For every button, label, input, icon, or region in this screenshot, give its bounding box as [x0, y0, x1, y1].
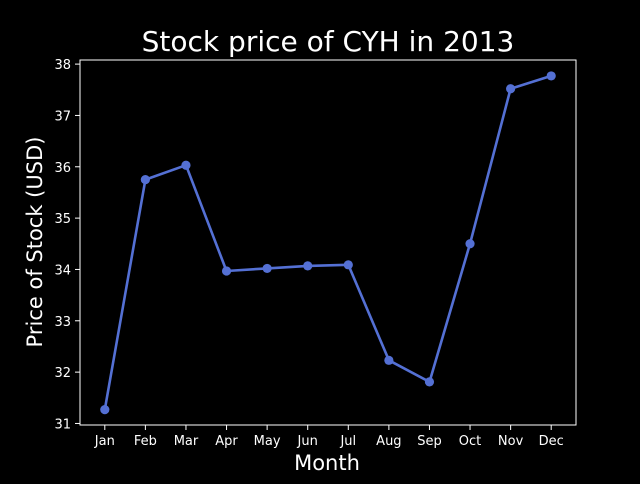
x-tick-label: Jan — [94, 434, 115, 449]
x-tick-label: Aug — [376, 434, 401, 449]
data-point — [181, 160, 191, 170]
x-axis-label: Month — [294, 451, 360, 475]
x-tick-label: Sep — [417, 434, 442, 449]
x-tick-label: Nov — [498, 434, 524, 449]
y-tick-label: 35 — [54, 212, 71, 227]
data-point — [140, 175, 150, 185]
y-tick-label: 37 — [54, 109, 71, 124]
data-point — [100, 404, 110, 415]
x-tick-label: Oct — [459, 434, 481, 449]
plot-area: 31 32 33 34 35 36 37 38 Jan Feb Mar Apr May Jun Jul Aug… — [54, 58, 577, 449]
data-point — [384, 355, 394, 365]
data-point — [303, 261, 313, 271]
plot-frame — [79, 59, 577, 426]
x-tick-label: Dec — [539, 434, 564, 449]
data-point — [465, 239, 475, 249]
data-point — [343, 260, 353, 270]
x-tick-label: Feb — [134, 434, 157, 449]
y-tick-label: 33 — [54, 315, 71, 330]
y-tick-label: 36 — [54, 161, 71, 176]
y-tick-label: 34 — [54, 263, 71, 278]
x-tick-label: Jun — [297, 434, 318, 449]
x-tick-label: Apr — [215, 434, 238, 449]
y-tick-label: 31 — [54, 417, 71, 432]
x-tick-label: Jul — [339, 434, 356, 449]
y-tick-label: 32 — [54, 366, 71, 381]
chart-title: Stock price of CYH in 2013 — [142, 25, 515, 58]
y-tick-label: 38 — [54, 58, 71, 73]
data-point — [424, 377, 435, 387]
y-axis-label: Price of Stock (USD) — [23, 137, 47, 348]
data-point — [262, 263, 272, 274]
data-point — [546, 71, 556, 81]
data-point — [506, 84, 516, 94]
x-tick-label: Mar — [174, 434, 199, 449]
data-point — [221, 266, 232, 276]
series-line — [103, 74, 553, 411]
x-tick-label: May — [254, 434, 281, 449]
